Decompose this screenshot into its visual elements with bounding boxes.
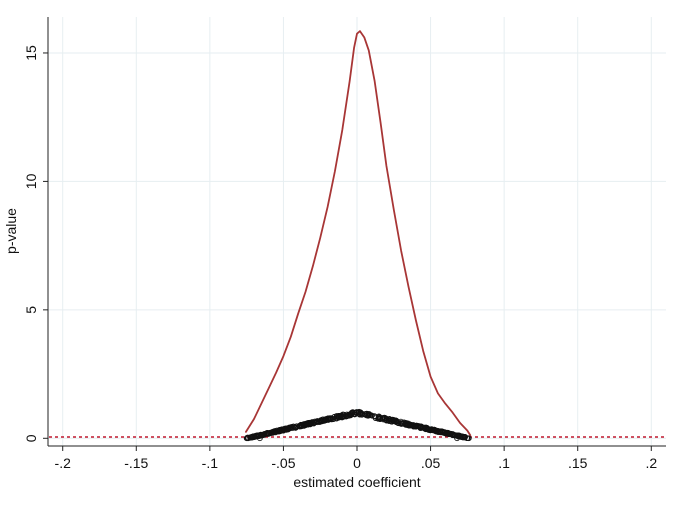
x-tick-label-6: .1 <box>498 455 510 471</box>
axes: -.2 -.15 -.1 -.05 0 .05 .1 .15 .2 0 5 10 15 <box>23 17 666 471</box>
x-tick-label-2: -.1 <box>202 455 219 471</box>
data-point <box>443 430 449 437</box>
data-point <box>251 433 258 440</box>
series-layer <box>243 30 472 442</box>
data-point <box>283 425 289 432</box>
data-point <box>411 423 417 430</box>
data-point <box>359 411 366 417</box>
data-point <box>267 430 274 436</box>
data-point <box>436 428 443 435</box>
data-point <box>300 421 307 428</box>
data-point <box>365 411 371 418</box>
y-tick-label-2: 10 <box>23 173 39 189</box>
data-point <box>351 411 357 418</box>
tail-data-point-2 <box>257 435 263 442</box>
data-point <box>318 417 324 424</box>
data-point <box>393 419 400 426</box>
y-tick-label-3: 15 <box>23 45 39 61</box>
data-point <box>425 426 431 433</box>
data-point <box>321 418 328 424</box>
x-axis-label: estimated coefficient <box>293 474 420 490</box>
data-point <box>363 410 370 417</box>
p-value-points <box>243 408 472 442</box>
x-tick-label-7: .15 <box>568 455 588 471</box>
data-point <box>293 423 300 430</box>
data-point <box>375 414 382 421</box>
data-point <box>306 419 313 426</box>
data-point <box>335 413 342 419</box>
x-tick-label-3: -.05 <box>271 455 295 471</box>
x-tick-label-0: -.2 <box>55 455 72 471</box>
data-point <box>418 423 425 430</box>
data-point <box>264 430 271 436</box>
data-point <box>314 418 321 425</box>
x-tick-label-1: -.15 <box>124 455 148 471</box>
data-point <box>312 418 318 425</box>
y-axis-label: p-value <box>3 208 19 254</box>
x-tick-label-4: 0 <box>353 455 361 471</box>
data-point <box>366 411 373 417</box>
x-tick-label-5: .05 <box>421 455 441 471</box>
tail-data-point-0 <box>243 435 250 442</box>
grid <box>48 17 666 446</box>
data-point <box>417 424 424 431</box>
data-point <box>320 417 327 424</box>
y-tick-label-0: 0 <box>23 434 39 442</box>
data-point <box>339 414 345 421</box>
data-point <box>270 429 276 436</box>
density-curve-line <box>245 30 472 437</box>
x-tick-label-8: .2 <box>645 455 657 471</box>
y-tick-label-1: 5 <box>23 306 39 314</box>
data-point <box>257 432 264 439</box>
data-point <box>277 428 283 435</box>
data-point <box>357 411 363 418</box>
tail-data-point-1 <box>465 435 472 442</box>
tail-data-point-3 <box>454 435 460 442</box>
data-point <box>376 414 383 420</box>
data-point <box>454 432 461 439</box>
data-point <box>404 421 411 427</box>
data-point <box>435 428 442 434</box>
data-point <box>398 421 405 427</box>
data-point <box>383 415 389 422</box>
data-point <box>405 421 412 428</box>
data-point <box>438 428 445 435</box>
